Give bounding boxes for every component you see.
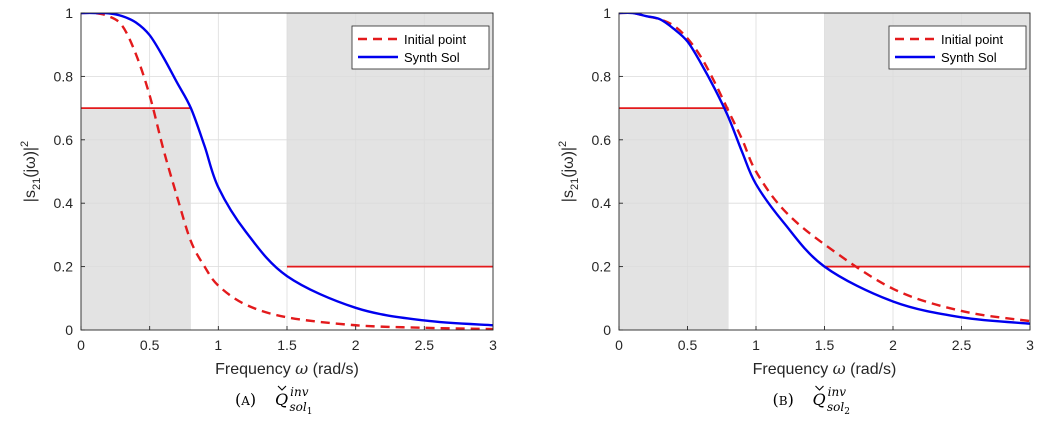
shaded-region-0 bbox=[619, 108, 729, 330]
x-tick-label-5: 2.5 bbox=[415, 337, 435, 353]
legend-box bbox=[351, 25, 490, 70]
x-tick-label-5: 2.5 bbox=[952, 337, 972, 353]
legend-box bbox=[888, 25, 1027, 70]
x-tick-label-6: 3 bbox=[489, 337, 497, 353]
x-tick-label-2: 1 bbox=[214, 337, 222, 353]
x-tick-label-2: 1 bbox=[752, 337, 760, 353]
y-tick-label-5: 1 bbox=[65, 5, 73, 21]
y-tick-label-3: 0.6 bbox=[54, 132, 74, 148]
legend-label-0: Initial point bbox=[404, 32, 467, 47]
x-tick-label-4: 2 bbox=[352, 337, 360, 353]
y-tick-label-4: 0.8 bbox=[54, 68, 74, 84]
y-axis-label: |s21(jω)|2 bbox=[557, 141, 581, 202]
y-tick-label-5: 1 bbox=[603, 5, 611, 21]
chart-panel-b: 0 0.5 1 1.5 2 2.5 3 0 0.2 0.4 0.6 0.8 1 Frequency ω (… bbox=[557, 5, 1034, 417]
y-tick-label-0: 0 bbox=[65, 322, 73, 338]
y-tick-label-3: 0.6 bbox=[592, 132, 612, 148]
x-tick-label-0: 0 bbox=[77, 337, 85, 353]
legend: Initial point Synth Sol bbox=[888, 25, 1027, 70]
x-tick-label-6: 3 bbox=[1026, 337, 1034, 353]
x-tick-label-3: 1.5 bbox=[277, 337, 297, 353]
series-line-synth-sol bbox=[81, 13, 493, 327]
caron-mark bbox=[277, 385, 287, 391]
x-tick-label-3: 1.5 bbox=[815, 337, 835, 353]
x-tick-label-1: 0.5 bbox=[140, 337, 160, 353]
shaded-region-0 bbox=[81, 108, 191, 330]
caption: (B) bbox=[773, 390, 794, 409]
legend-label-1: Synth Sol bbox=[941, 50, 997, 65]
legend-label-1: Synth Sol bbox=[404, 50, 460, 65]
legend-label-0: Initial point bbox=[941, 32, 1004, 47]
x-tick-label-1: 0.5 bbox=[678, 337, 698, 353]
x-axis-label: Frequency ω (rad/s) bbox=[753, 359, 897, 378]
x-axis-label: Frequency ω (rad/s) bbox=[215, 359, 359, 378]
x-tick-label-4: 2 bbox=[889, 337, 897, 353]
caption: (A) bbox=[235, 390, 256, 409]
y-axis-label: |s21(jω)|2 bbox=[19, 141, 43, 202]
x-tick-label-0: 0 bbox=[615, 337, 623, 353]
caron-mark bbox=[815, 385, 824, 391]
chart-panel-a: 0 0.5 1 1.5 2 2.5 3 0 0.2 0.4 0.6 0.8 1 Frequency ω (… bbox=[19, 5, 497, 417]
y-tick-label-1: 0.2 bbox=[592, 259, 612, 275]
y-tick-label-2: 0.4 bbox=[54, 195, 74, 211]
legend: Initial point Synth Sol bbox=[351, 25, 490, 70]
series-line-initial-point bbox=[81, 13, 493, 330]
y-tick-label-0: 0 bbox=[603, 322, 611, 338]
y-tick-label-1: 0.2 bbox=[54, 259, 74, 275]
y-tick-label-4: 0.8 bbox=[592, 68, 612, 84]
series-line-synth-sol bbox=[619, 13, 1030, 325]
y-tick-label-2: 0.4 bbox=[592, 195, 612, 211]
